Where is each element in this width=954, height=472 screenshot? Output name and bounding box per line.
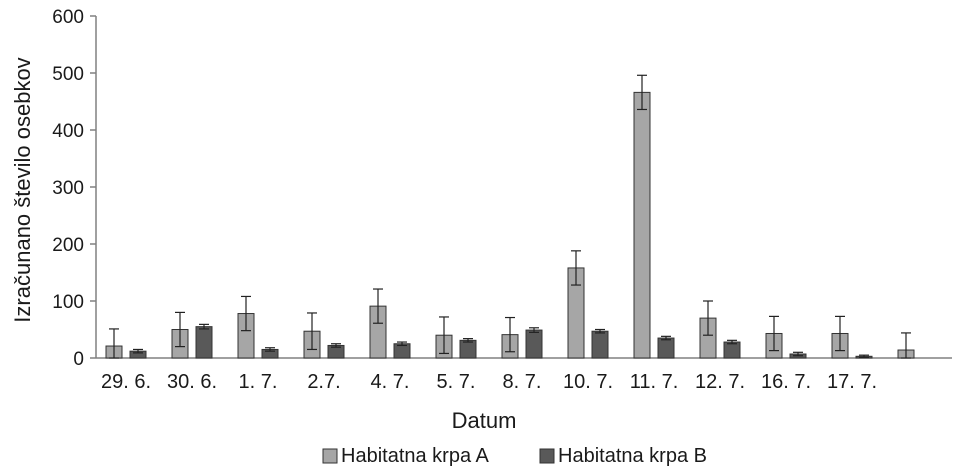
- x-category-label: 30. 6.: [167, 371, 217, 393]
- x-axis-title: Datum: [452, 408, 517, 433]
- x-category-label: 1. 7.: [239, 371, 278, 393]
- legend-swatch-series-a: [322, 448, 338, 464]
- y-tick-label: 100: [52, 292, 84, 313]
- bar-series-b: [657, 337, 675, 359]
- legend-swatch-series-b: [539, 448, 555, 464]
- y-tick-label: 300: [52, 178, 84, 199]
- bar-series-b: [525, 329, 543, 359]
- y-tick-label: 500: [52, 64, 84, 85]
- bar-series-b: [195, 326, 213, 359]
- x-category-label: 16. 7.: [761, 371, 811, 393]
- error-bars-group: [109, 74, 911, 359]
- x-category-label: 12. 7.: [695, 371, 745, 393]
- x-axis-categories: 29. 6. 30. 6. 1. 7. 2.7. 4. 7. 5. 7. 8. 7. 10. …: [101, 371, 877, 393]
- x-category-label: 29. 6.: [101, 371, 151, 393]
- bar-series-b: [459, 339, 477, 359]
- x-category-label: 4. 7.: [371, 371, 410, 393]
- y-axis-title: Izračunano število osebkov: [10, 57, 35, 322]
- bar-series-b: [723, 341, 741, 359]
- y-axis-ticks: 0 100 200 300 400 500 600: [52, 7, 96, 370]
- y-tick-label: 200: [52, 235, 84, 256]
- bar-series-b: [591, 330, 609, 359]
- y-tick-label: 400: [52, 121, 84, 142]
- y-tick-label: 600: [52, 7, 84, 28]
- bar-series-a: [633, 91, 651, 359]
- legend-label-series-b: Habitatna krpa B: [558, 445, 707, 467]
- y-tick-label: 0: [73, 349, 84, 370]
- x-category-label: 10. 7.: [563, 371, 613, 393]
- legend-label-series-a: Habitatna krpa A: [341, 445, 490, 467]
- x-category-label: 8. 7.: [503, 371, 542, 393]
- x-category-label: 11. 7.: [630, 371, 679, 393]
- legend: Habitatna krpa A Habitatna krpa B: [322, 445, 707, 467]
- x-category-label: 5. 7.: [437, 371, 476, 393]
- x-category-label: 2.7.: [307, 371, 340, 393]
- x-category-label: 17. 7.: [827, 371, 877, 393]
